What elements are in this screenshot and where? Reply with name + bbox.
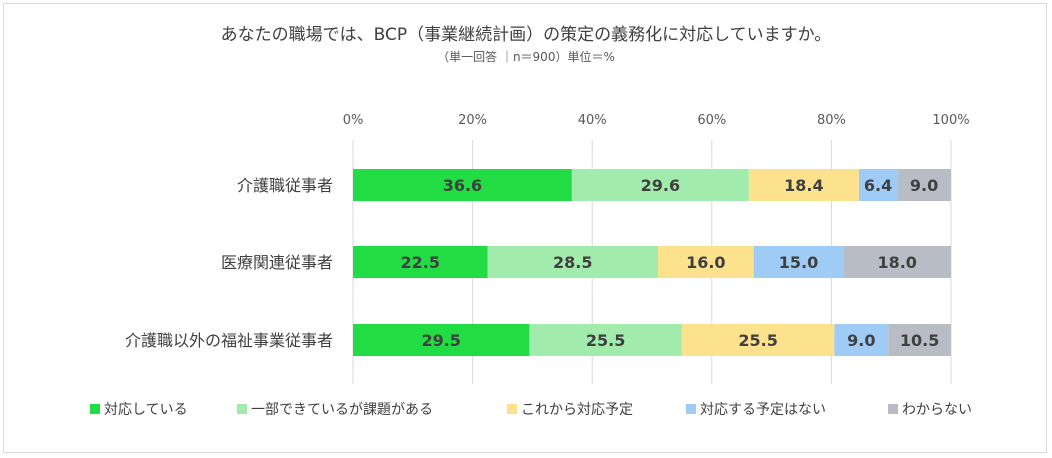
x-axis-ticks: 0% 20% 40% 60% 80% 100% — [343, 113, 970, 128]
data-label: 28.5 — [553, 253, 592, 272]
bar-segment — [487, 246, 658, 278]
data-label: 6.4 — [864, 176, 892, 195]
x-tick-label: 0% — [343, 113, 364, 128]
data-label: 22.5 — [401, 253, 440, 272]
bar-segment — [353, 324, 530, 356]
bar-segment — [657, 246, 754, 278]
bar-segment — [353, 169, 572, 201]
bar-segment — [748, 169, 859, 201]
legend-label: 対応している — [104, 402, 188, 418]
bar-segment — [858, 169, 898, 201]
data-label: 16.0 — [686, 253, 725, 272]
bar-segment — [888, 324, 951, 356]
legend-swatch — [237, 404, 247, 414]
chart-frame — [3, 3, 1047, 453]
x-tick-label: 60% — [697, 113, 726, 128]
legend-label: 一部できているが課題がある — [251, 402, 433, 418]
bar-segment — [753, 246, 844, 278]
data-label: 15.0 — [779, 253, 818, 272]
bar-segment — [834, 324, 889, 356]
legend-swatch — [90, 404, 100, 414]
bar-segment — [843, 246, 951, 278]
data-labels: 36.6 29.6 18.4 6.4 9.0 22.5 28.5 16.0 15.0 18.0 29… — [401, 176, 940, 350]
x-tick-label: 100% — [932, 113, 969, 128]
chart-subtitle: （単一回答 ｜n＝900）単位＝% — [437, 50, 615, 64]
data-label: 9.0 — [910, 176, 938, 195]
data-label: 29.5 — [421, 331, 460, 350]
legend-swatch — [686, 404, 696, 414]
data-label: 25.5 — [586, 331, 625, 350]
category-label: 介護職従事者 — [237, 176, 333, 195]
category-label: 医療関連従事者 — [221, 253, 333, 272]
bar-segment — [353, 246, 488, 278]
bar-segment — [681, 324, 835, 356]
legend-label: 対応する予定はない — [700, 402, 826, 418]
data-label: 10.5 — [900, 331, 939, 350]
legend-swatch — [888, 404, 898, 414]
chart-title: あなたの職場では、BCP（事業継続計画）の策定の義務化に対応していますか。 — [220, 25, 832, 45]
x-tick-label: 80% — [817, 113, 846, 128]
data-label: 29.6 — [641, 176, 680, 195]
x-tick-label: 20% — [458, 113, 487, 128]
bar-segments — [353, 169, 951, 356]
legend-label: わからない — [902, 402, 972, 418]
x-tick-label: 40% — [578, 113, 607, 128]
legend-label: これから対応予定 — [521, 402, 633, 418]
data-label: 9.0 — [847, 331, 875, 350]
data-label: 18.4 — [784, 176, 823, 195]
data-label: 25.5 — [738, 331, 777, 350]
bar-segment — [897, 169, 951, 201]
data-label: 36.6 — [443, 176, 482, 195]
bar-segment — [571, 169, 749, 201]
category-label: 介護職以外の福祉事業従事者 — [125, 331, 333, 350]
bar-segment — [529, 324, 682, 356]
data-label: 18.0 — [877, 253, 916, 272]
legend-swatch — [507, 404, 517, 414]
legend: 対応している 一部できているが課題がある これから対応予定 対応する予定はない わからな… — [90, 402, 972, 418]
